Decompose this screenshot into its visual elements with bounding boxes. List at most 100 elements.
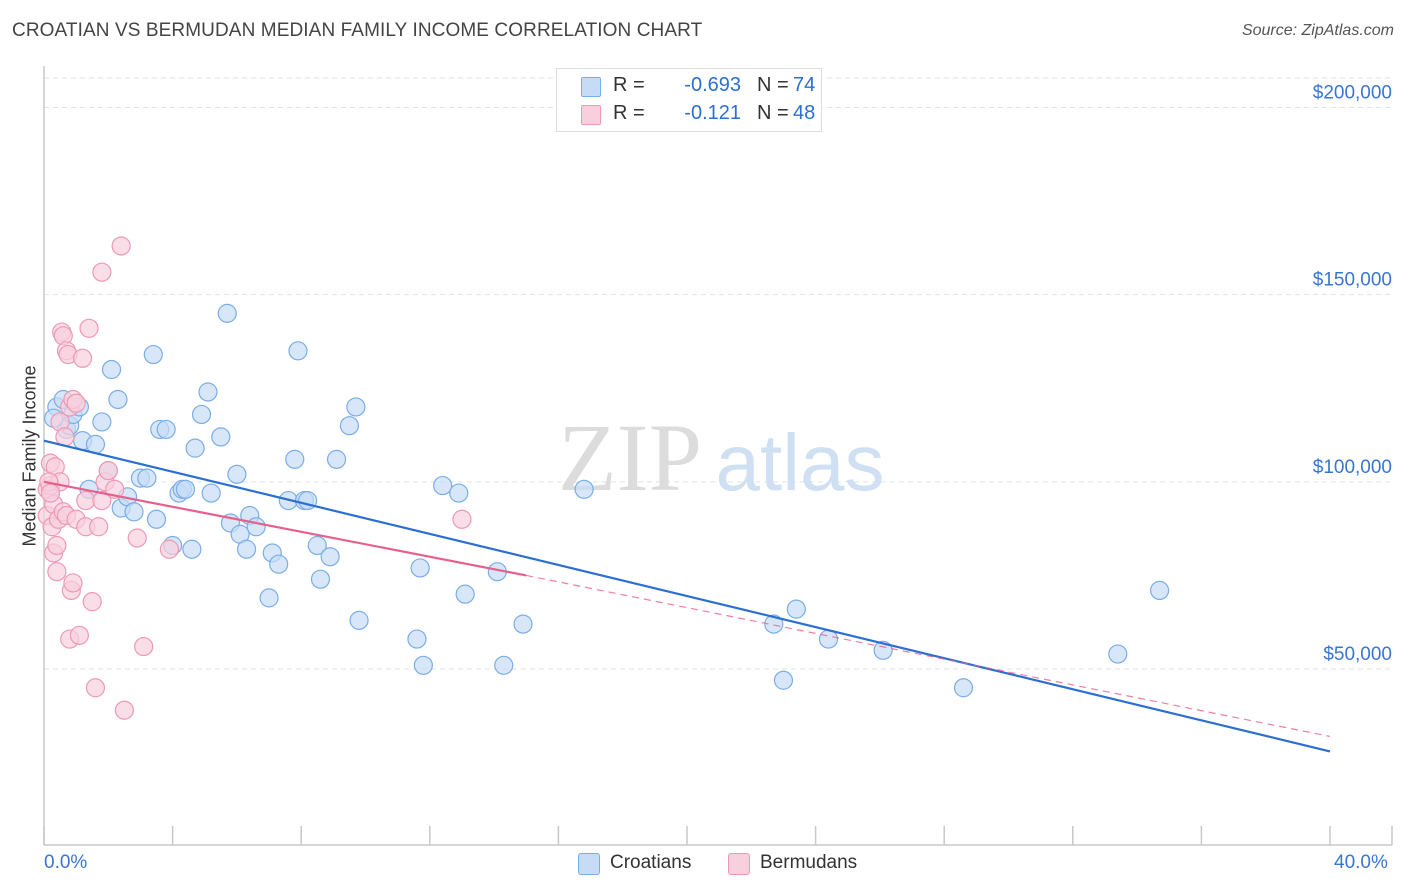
data-point-croatians xyxy=(156,419,176,440)
legend-n-label: N = xyxy=(757,102,789,124)
data-point-croatians xyxy=(786,599,806,619)
chart-source: Source: ZipAtlas.com xyxy=(1241,22,1394,39)
data-point-bermudans xyxy=(79,318,99,338)
data-point-bermudans xyxy=(114,700,134,720)
data-point-bermudans xyxy=(134,636,154,657)
data-point-croatians xyxy=(1108,644,1128,664)
legend-r-label: R = xyxy=(613,74,645,96)
data-point-croatians xyxy=(764,614,784,634)
data-point-bermudans xyxy=(47,562,67,582)
data-point-bermudans xyxy=(89,517,109,537)
data-point-croatians xyxy=(455,584,475,604)
x-tick-label-max: 40.0% xyxy=(1334,852,1388,873)
data-point-croatians xyxy=(269,554,289,574)
data-point-croatians xyxy=(773,670,794,690)
data-point-bermudans xyxy=(72,348,93,368)
watermark-atlas: atlas xyxy=(716,418,885,507)
data-point-croatians xyxy=(137,468,157,488)
data-point-bermudans xyxy=(40,483,61,503)
data-point-bermudans xyxy=(98,461,118,481)
data-point-croatians xyxy=(574,479,594,499)
data-point-croatians xyxy=(198,382,218,402)
data-point-croatians xyxy=(108,389,128,410)
data-point-croatians xyxy=(413,655,433,675)
data-point-croatians xyxy=(873,640,893,660)
data-point-croatians xyxy=(217,303,237,323)
data-point-croatians xyxy=(320,547,340,567)
data-point-croatians xyxy=(227,464,247,484)
data-point-croatians xyxy=(92,412,112,432)
data-point-croatians xyxy=(307,535,327,556)
stats-legend: R = -0.693 N = 74 R = -0.121 N = 48 xyxy=(556,68,822,132)
data-point-bermudans xyxy=(127,528,147,548)
data-point-croatians xyxy=(211,427,231,447)
data-point-bermudans xyxy=(47,535,67,556)
data-point-bermudans xyxy=(111,236,131,256)
data-point-croatians xyxy=(143,344,163,365)
data-point-croatians xyxy=(407,629,427,649)
chart-title: CROATIAN VS BERMUDAN MEDIAN FAMILY INCOM… xyxy=(12,20,703,41)
data-point-croatians xyxy=(201,483,221,503)
data-point-croatians xyxy=(288,341,308,361)
legend-swatch-croatians xyxy=(581,77,601,97)
y-tick-label: $200,000 xyxy=(1313,82,1392,103)
data-point-bermudans xyxy=(452,509,472,529)
y-tick-label: $100,000 xyxy=(1313,457,1392,478)
data-point-bermudans xyxy=(63,573,83,593)
trend-line-croatians xyxy=(43,439,1331,753)
y-tick-label: $150,000 xyxy=(1313,270,1392,291)
data-point-croatians xyxy=(339,416,360,436)
legend-swatch-croatians xyxy=(578,853,600,875)
data-point-croatians xyxy=(101,359,122,380)
legend-swatch-bermudans xyxy=(728,853,750,875)
legend-label-bermudans: Bermudans xyxy=(760,852,858,873)
data-point-croatians xyxy=(494,655,514,675)
data-point-croatians xyxy=(191,404,212,425)
trend-line-bermudans xyxy=(43,480,527,577)
data-point-croatians xyxy=(953,678,974,698)
y-tick-labels: $50,000 $100,000 $150,000 $200,000 xyxy=(1313,82,1392,665)
data-point-bermudans xyxy=(66,393,86,413)
legend-label-croatians: Croatians xyxy=(610,852,692,873)
data-point-croatians xyxy=(513,614,533,634)
data-point-croatians xyxy=(433,475,453,496)
legend-r-value: -0.693 xyxy=(684,74,741,96)
series-bermudans xyxy=(37,236,472,720)
data-point-croatians xyxy=(185,438,205,458)
data-point-croatians xyxy=(349,610,369,630)
data-point-bermudans xyxy=(85,678,106,698)
data-point-croatians xyxy=(346,397,366,417)
legend-swatch-bermudans xyxy=(581,105,601,125)
data-point-bermudans xyxy=(76,490,96,511)
data-point-croatians xyxy=(326,449,347,469)
data-point-croatians xyxy=(246,517,266,537)
data-point-croatians xyxy=(259,588,279,608)
trend-lines xyxy=(43,439,1331,753)
data-point-croatians xyxy=(175,479,196,499)
data-point-croatians xyxy=(124,502,144,522)
data-point-croatians xyxy=(285,449,305,469)
data-point-bermudans xyxy=(82,592,102,612)
data-point-croatians xyxy=(310,569,331,589)
data-point-croatians xyxy=(449,483,469,503)
data-point-croatians xyxy=(410,558,430,578)
data-point-bermudans xyxy=(159,539,179,559)
legend-r-label: R = xyxy=(613,102,645,124)
data-point-croatians xyxy=(236,539,257,559)
data-point-bermudans xyxy=(92,262,112,282)
legend-n-label: N = xyxy=(757,74,789,96)
x-tick-label-min: 0.0% xyxy=(44,852,88,873)
y-tick-label: $50,000 xyxy=(1323,644,1392,665)
data-point-croatians xyxy=(1150,580,1170,601)
legend-r-value: -0.121 xyxy=(684,102,741,124)
data-point-croatians xyxy=(182,539,202,559)
data-point-croatians xyxy=(146,509,167,529)
gridlines xyxy=(44,77,1392,670)
data-point-bermudans xyxy=(69,625,89,645)
axes xyxy=(43,66,1393,846)
trend-line-extension-bermudans xyxy=(526,574,1331,738)
legend-n-value: 48 xyxy=(793,102,816,124)
data-point-bermudans xyxy=(92,490,112,511)
legend-n-value: 74 xyxy=(793,74,816,96)
